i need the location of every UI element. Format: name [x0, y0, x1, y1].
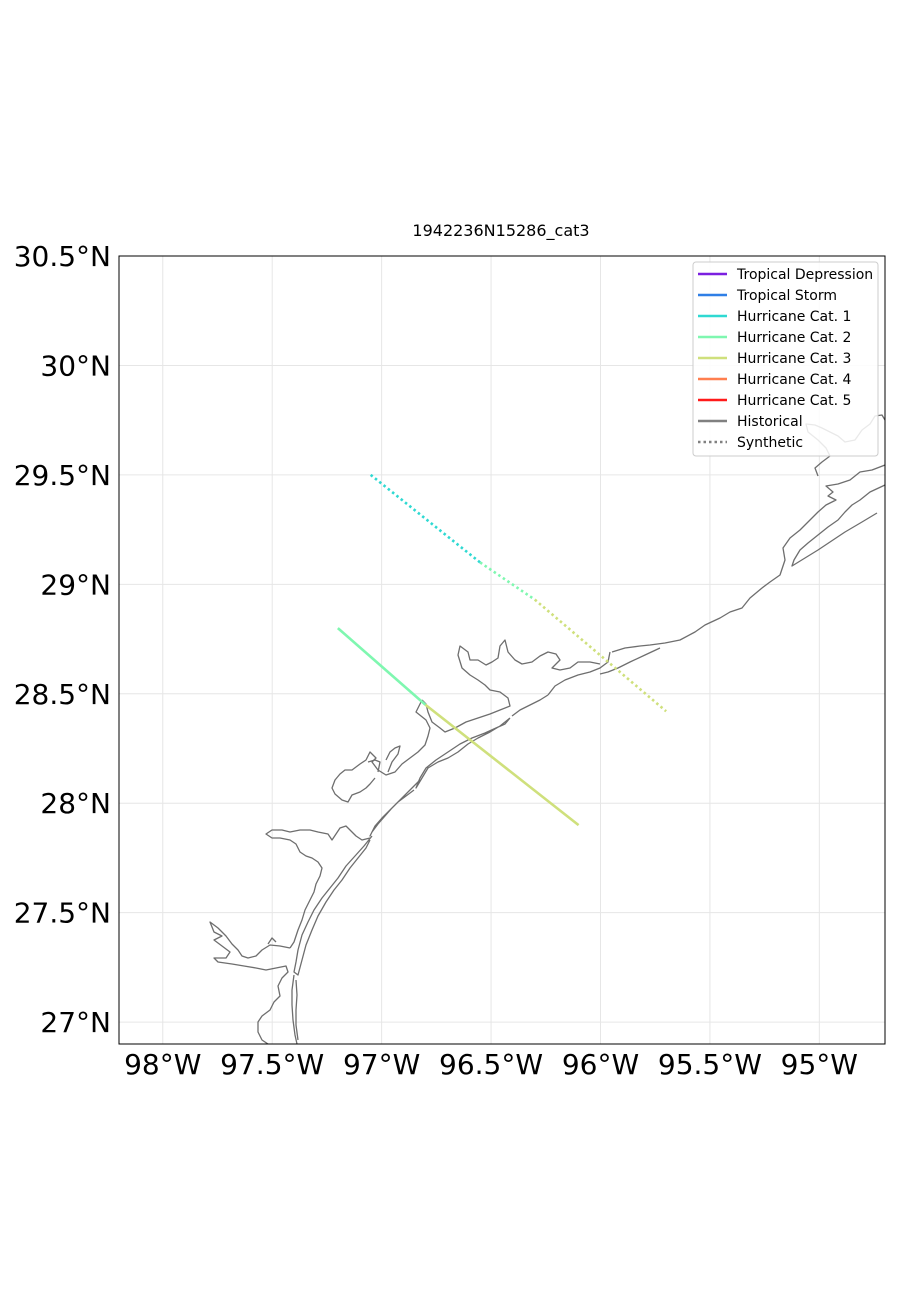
coastline-segment — [367, 759, 381, 773]
lon-tick-label: 98°W — [124, 1048, 201, 1081]
lat-tick-label: 30°N — [40, 349, 111, 382]
legend-label: Tropical Storm — [736, 288, 837, 304]
coastline-segment — [369, 779, 421, 837]
coastline-segment — [611, 464, 885, 653]
coastline-segment — [291, 974, 298, 1044]
lon-tick-label: 97.5°W — [220, 1048, 324, 1081]
lon-tick-label: 96.5°W — [439, 1048, 543, 1081]
coastline-segment — [385, 745, 401, 773]
coastline-segment — [599, 647, 661, 675]
legend-label: Tropical Depression — [736, 267, 873, 283]
map-title: 1942236N15286_cat3 — [412, 221, 589, 241]
coastline-segment — [267, 937, 277, 945]
legend-label: Hurricane Cat. 4 — [737, 372, 852, 388]
storm-tracks — [337, 473, 667, 827]
lat-tick-label: 27°N — [40, 1006, 111, 1039]
lon-tick-label: 95°W — [781, 1048, 858, 1081]
coastline-segment — [791, 484, 885, 567]
lon-tick-label: 97°W — [343, 1048, 420, 1081]
lat-tick-label: 27.5°N — [14, 897, 111, 930]
longitude-tick-labels: 98°W 97.5°W 97°W 96.5°W 96°W 95.5°W 95°W — [124, 1048, 858, 1081]
coastline-segment — [547, 651, 611, 696]
lat-tick-label: 30.5°N — [14, 240, 111, 273]
latitude-tick-labels: 27°N 27.5°N 28°N 28.5°N 29°N 29.5°N 30°N… — [14, 240, 111, 1039]
lon-tick-label: 95.5°W — [658, 1048, 762, 1081]
coastline-segment — [331, 699, 431, 803]
lon-tick-label: 96°W — [562, 1048, 639, 1081]
lat-tick-label: 28°N — [40, 787, 111, 820]
legend-box — [692, 261, 879, 457]
legend-label: Hurricane Cat. 5 — [737, 393, 851, 409]
legend-label: Synthetic — [737, 435, 803, 451]
coastline-segment — [265, 825, 371, 949]
lat-tick-label: 29.5°N — [14, 459, 111, 492]
legend-label: Hurricane Cat. 1 — [737, 309, 851, 325]
synthetic-track-segment — [369, 473, 481, 564]
legend: Tropical Depression Tropical Storm Hurrica… — [692, 261, 879, 457]
lat-tick-label: 29°N — [40, 568, 111, 601]
coastline-segment — [295, 979, 299, 1041]
plot-frame — [118, 255, 886, 1045]
legend-label: Hurricane Cat. 2 — [737, 330, 851, 346]
historical-track-segment — [337, 627, 427, 706]
lat-tick-label: 28.5°N — [14, 678, 111, 711]
coastline-segment — [511, 694, 549, 717]
historical-track-segment — [424, 703, 580, 827]
synthetic-track-segment — [479, 561, 536, 601]
synthetic-track-segment — [533, 598, 667, 713]
coastline-segment — [293, 835, 373, 976]
coastline — [209, 414, 885, 1044]
legend-label: Hurricane Cat. 3 — [737, 351, 851, 367]
legend-label: Historical — [737, 414, 803, 430]
coastline-segment — [421, 639, 601, 733]
coastline-segment — [415, 717, 511, 789]
coastline-segment — [209, 921, 291, 1044]
